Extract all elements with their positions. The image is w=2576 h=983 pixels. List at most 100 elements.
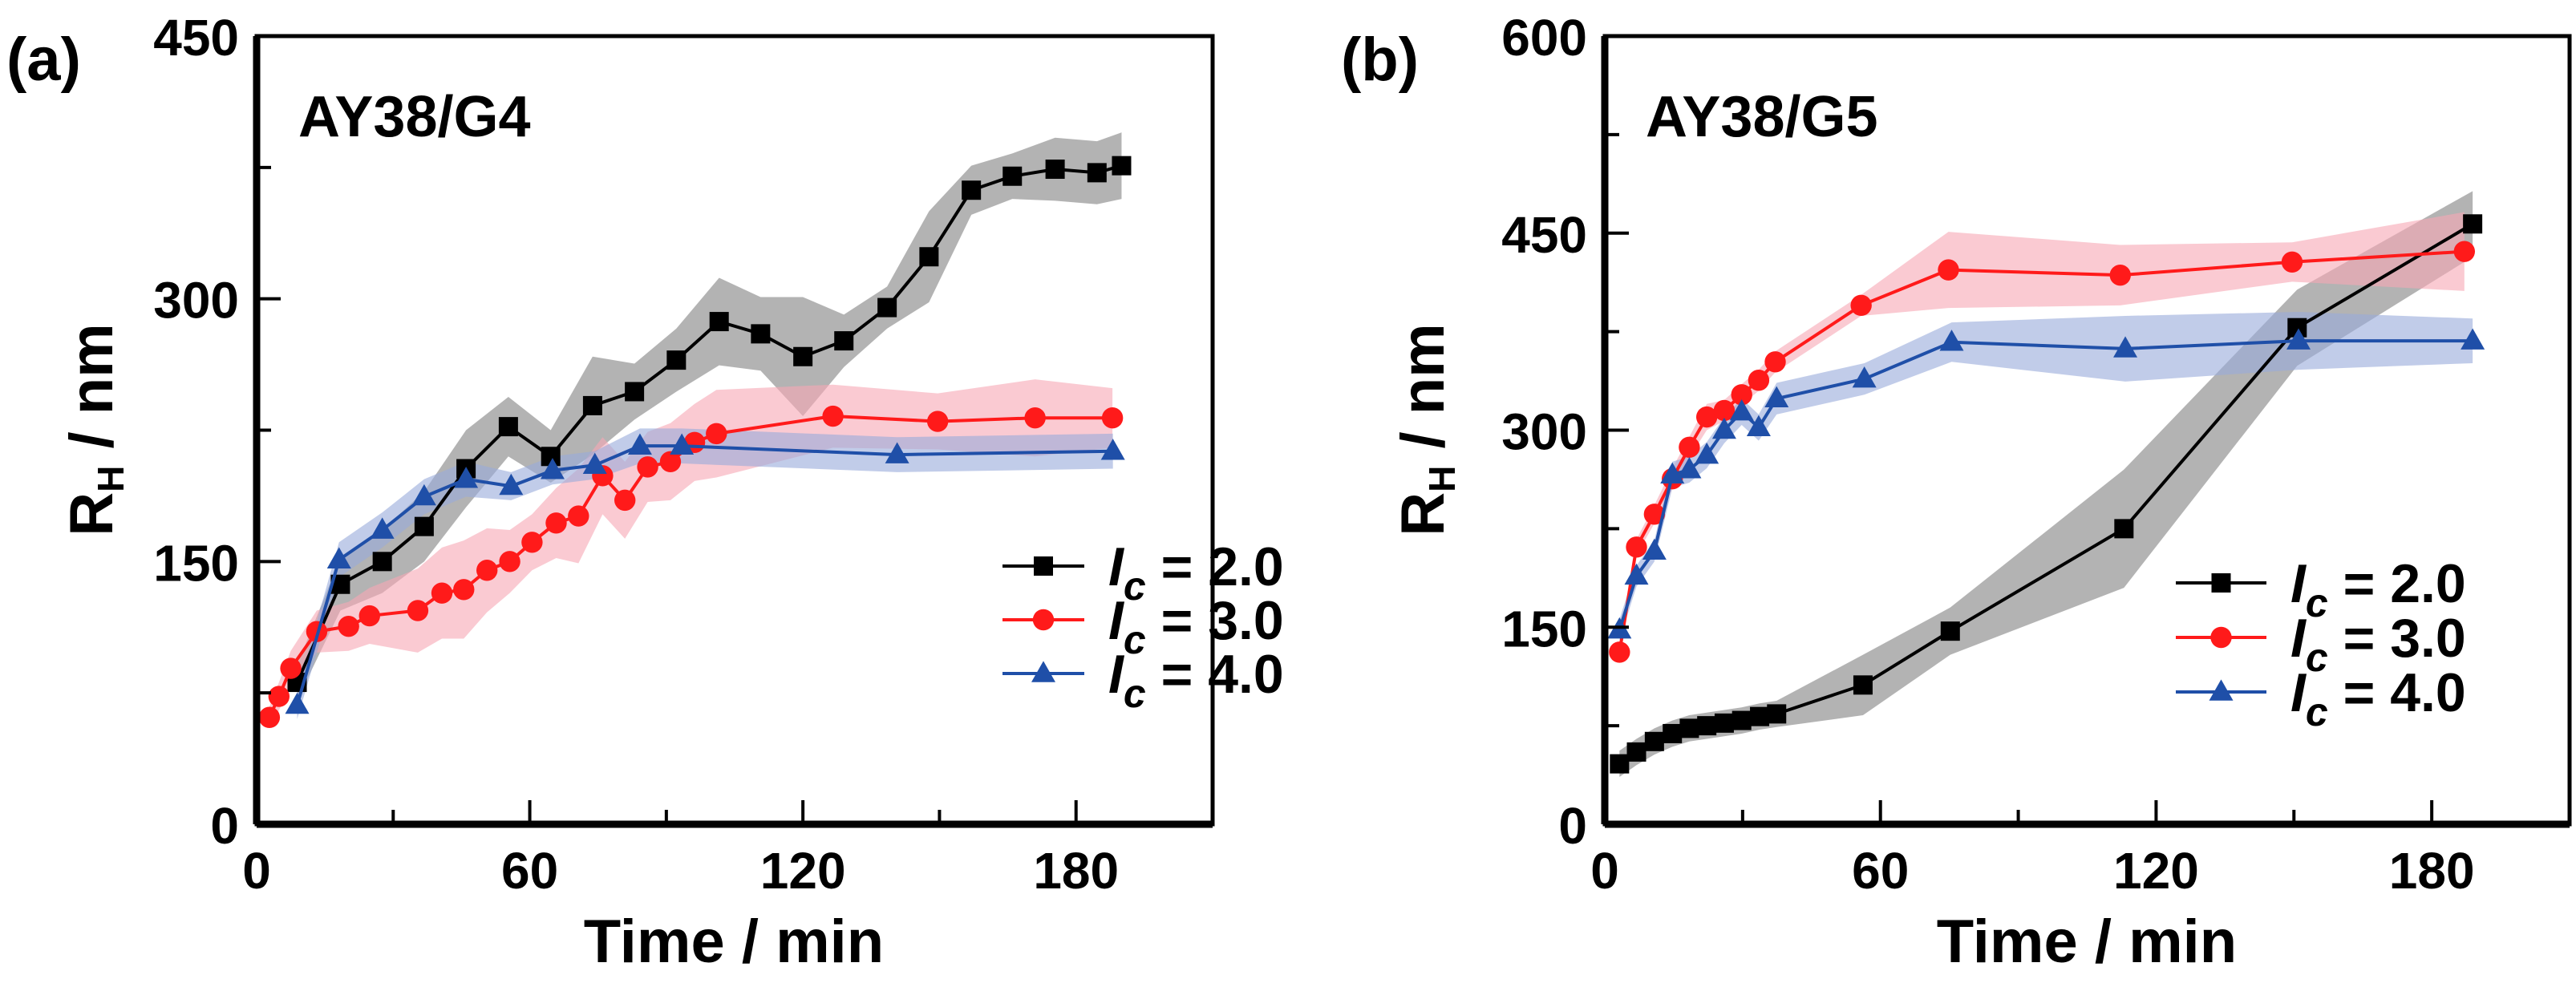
- data-point: [1679, 718, 1699, 738]
- data-point: [751, 324, 771, 344]
- data-point: [1714, 713, 1734, 733]
- legend-item: Ic = 4.0: [2176, 662, 2466, 734]
- data-point: [1852, 366, 1877, 388]
- data-point: [666, 350, 687, 370]
- data-point: [1643, 504, 1666, 525]
- series-2: [285, 433, 1125, 714]
- y-tick-label: 450: [153, 9, 239, 67]
- data-point: [407, 600, 429, 621]
- data-point: [454, 467, 479, 488]
- data-point: [1850, 294, 1872, 317]
- data-point: [2210, 626, 2232, 649]
- y-tick-label: 450: [1501, 206, 1587, 264]
- data-point: [280, 657, 302, 679]
- data-point: [926, 411, 949, 432]
- data-point: [2114, 519, 2134, 539]
- data-point: [499, 551, 520, 572]
- data-point: [1939, 330, 1964, 351]
- legend-label: Ic = 3.0: [1108, 590, 1284, 662]
- legend-item: Ic = 2.0: [1002, 536, 1284, 609]
- legend: Ic = 2.0Ic = 3.0Ic = 4.0: [2176, 553, 2466, 734]
- y-tick-label: 300: [153, 272, 239, 330]
- series-1: [1609, 241, 2476, 663]
- data-point: [1713, 399, 1736, 422]
- data-point: [568, 505, 589, 527]
- legend-item: Ic = 3.0: [1002, 590, 1284, 662]
- data-point: [1644, 731, 1664, 751]
- legend-label: Ic = 4.0: [2290, 662, 2466, 734]
- x-tick-label: 0: [1590, 842, 1619, 900]
- data-point: [1002, 166, 1023, 186]
- error-band-2: [1619, 312, 2473, 641]
- series-0: [1610, 214, 2483, 774]
- data-point: [1100, 439, 1125, 460]
- data-point: [793, 346, 813, 366]
- data-point: [358, 605, 380, 627]
- data-point: [962, 180, 982, 200]
- data-point: [499, 473, 524, 496]
- data-point: [2286, 328, 2311, 350]
- data-point: [2461, 328, 2485, 350]
- data-point: [258, 706, 281, 728]
- legend-item: Ic = 2.0: [2176, 553, 2466, 625]
- data-point: [637, 456, 658, 478]
- plot-area: [258, 132, 1132, 728]
- data-point: [582, 452, 607, 474]
- data-point: [1112, 156, 1132, 176]
- data-point: [1940, 621, 1960, 641]
- data-point: [370, 517, 395, 539]
- data-point: [1626, 742, 1646, 762]
- x-axis-label: Time / min: [584, 908, 884, 976]
- data-point: [614, 489, 636, 512]
- data-point: [1045, 160, 1065, 180]
- data-point: [625, 382, 645, 402]
- data-point: [1750, 706, 1770, 726]
- data-point: [2113, 336, 2138, 358]
- data-point: [431, 582, 453, 604]
- data-point: [285, 692, 310, 714]
- data-point: [822, 405, 844, 427]
- data-point: [1024, 407, 1046, 429]
- y-tick-label: 150: [153, 534, 239, 592]
- data-point: [1729, 398, 1754, 421]
- data-point: [1732, 710, 1752, 730]
- data-point: [545, 512, 567, 534]
- data-point: [834, 331, 854, 351]
- data-point: [1767, 704, 1787, 724]
- data-point: [1663, 723, 1683, 743]
- y-tick-label: 600: [1501, 9, 1587, 67]
- data-point: [1087, 163, 1107, 183]
- series-2: [1607, 328, 2485, 639]
- data-point: [1677, 457, 1702, 479]
- y-axis-label: RH / nm: [58, 323, 132, 536]
- data-point: [1711, 417, 1736, 439]
- y-tick-label: 0: [1558, 797, 1587, 855]
- legend-label: Ic = 2.0: [1108, 536, 1284, 609]
- error-band-2: [297, 428, 1113, 719]
- y-tick-label: 150: [1501, 600, 1587, 657]
- data-point: [2211, 573, 2231, 593]
- data-point: [521, 532, 543, 553]
- data-point: [1748, 370, 1770, 391]
- data-point: [885, 442, 909, 463]
- panel-b: (b) AY38/G5 Time / min RH / nm 0 60 120 180…: [1341, 9, 2572, 976]
- data-point: [411, 483, 436, 506]
- data-point: [1642, 538, 1667, 560]
- data-point: [372, 552, 392, 572]
- data-point: [498, 417, 518, 437]
- data-point: [1610, 754, 1630, 774]
- x-tick-label: 120: [760, 842, 846, 900]
- legend: Ic = 2.0Ic = 3.0Ic = 4.0: [1002, 536, 1284, 716]
- data-point: [2109, 264, 2131, 286]
- data-point: [1695, 443, 1719, 464]
- y-axis-label: RH / nm: [1389, 323, 1463, 536]
- x-tick-label: 60: [501, 842, 558, 900]
- chart-title: AY38/G4: [298, 85, 531, 149]
- chart-title: AY38/G5: [1646, 85, 1878, 149]
- panel-label: (b): [1341, 26, 1419, 94]
- x-tick-label: 180: [2389, 842, 2475, 900]
- data-point: [1697, 716, 1717, 736]
- data-point: [582, 395, 602, 415]
- x-axis-label: Time / min: [1937, 908, 2237, 976]
- panel-label: (a): [6, 26, 81, 94]
